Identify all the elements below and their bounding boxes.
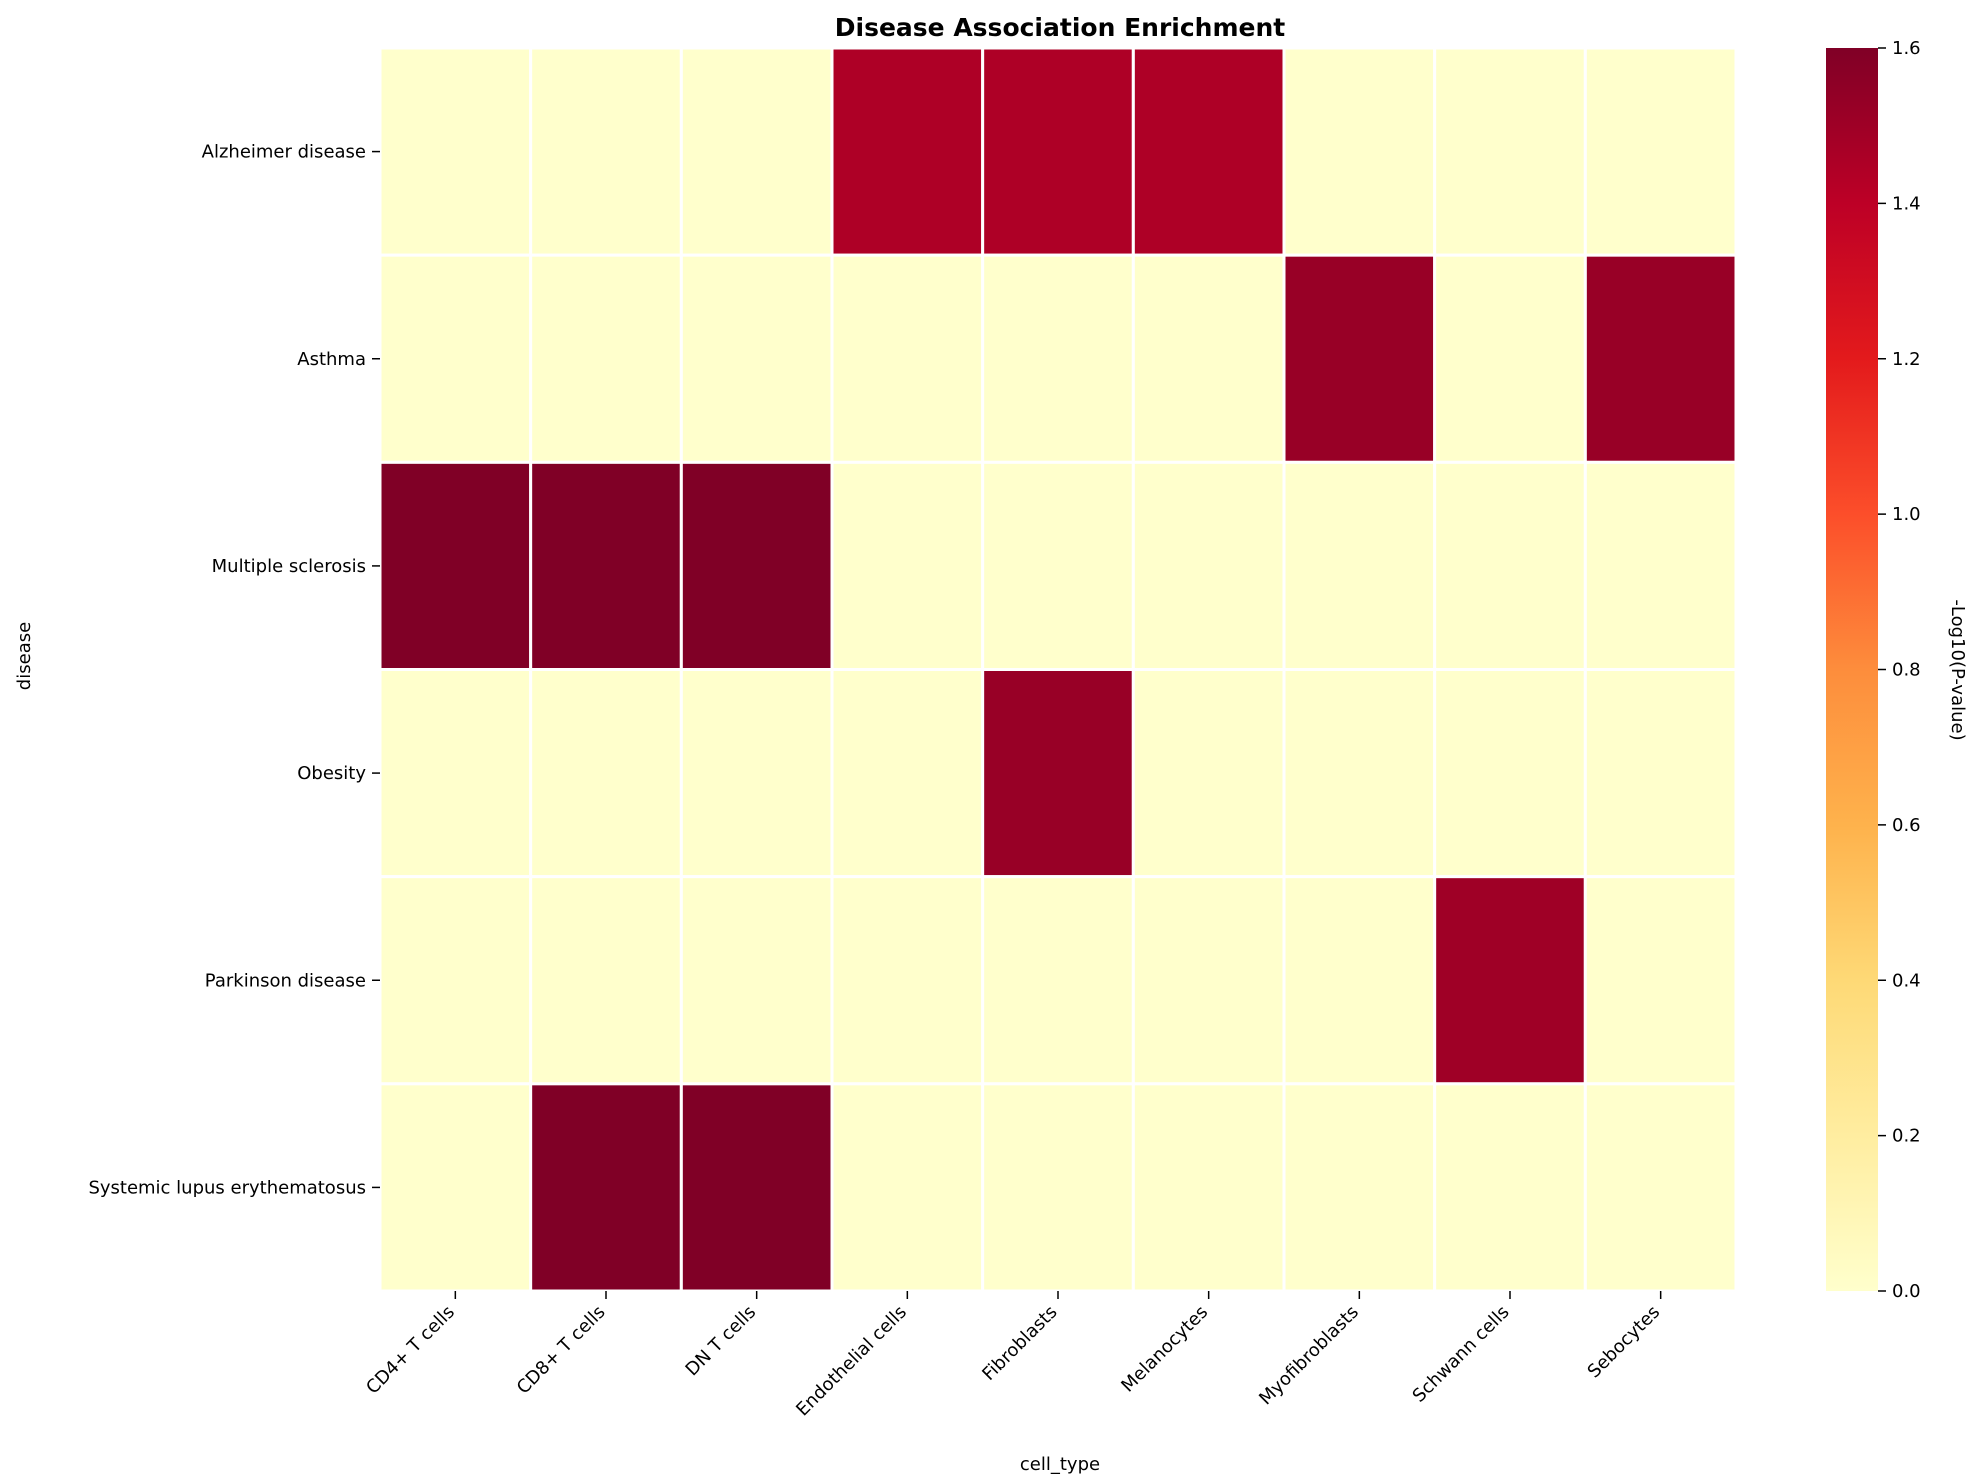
colorbar: 0.0 0.2 0.4 0.6 0.8 1.0 1.2 1.4 1.6 -Log10(P-val… xyxy=(1826,38,1968,1302)
colorbar-gradient xyxy=(1826,48,1878,1291)
heatmap-cell xyxy=(679,668,834,879)
x-tick-label: DN T cells xyxy=(682,1302,761,1381)
colorbar-tick-label: 1.2 xyxy=(1892,349,1921,370)
heatmap-cell xyxy=(529,668,683,879)
heatmap-cell xyxy=(679,253,834,464)
heatmap-cell xyxy=(1433,875,1587,1086)
heatmap-cell xyxy=(1433,668,1587,879)
heatmap-cell xyxy=(830,875,985,1086)
heatmap-cell xyxy=(1282,875,1437,1086)
heatmap-cell xyxy=(1131,46,1286,257)
heatmap-cell xyxy=(1433,460,1587,672)
heatmap-cell xyxy=(378,668,533,879)
y-axis: Alzheimer disease Asthma Multiple sclerosi… xyxy=(88,142,380,1198)
heatmap-cell xyxy=(529,46,683,257)
y-tick-label: Alzheimer disease xyxy=(202,142,366,163)
heatmap-cell xyxy=(378,253,533,464)
heatmap-cell xyxy=(1583,46,1738,257)
heatmap-cell xyxy=(1131,1082,1286,1293)
colorbar-tick-label: 0.6 xyxy=(1892,815,1921,836)
heatmap-cell xyxy=(1131,460,1286,672)
x-tick-label: Myofibroblasts xyxy=(1255,1302,1363,1410)
heatmap-cell xyxy=(981,1082,1135,1293)
heatmap-cell xyxy=(679,460,834,672)
heatmap-cell xyxy=(830,668,985,879)
y-tick-label: Parkinson disease xyxy=(205,970,366,991)
heatmap-cell xyxy=(529,253,683,464)
heatmap-cell xyxy=(1433,46,1587,257)
heatmap-cell xyxy=(1433,1082,1587,1293)
heatmap-cell xyxy=(1583,875,1738,1086)
heatmap-cell xyxy=(1583,668,1738,879)
y-tick-label: Asthma xyxy=(297,349,366,370)
y-tick-label: Obesity xyxy=(297,763,366,784)
y-tick-label: Multiple sclerosis xyxy=(212,556,366,577)
chart-title: Disease Association Enrichment xyxy=(835,13,1286,42)
heatmap-cell xyxy=(1131,875,1286,1086)
heatmap-cell xyxy=(529,875,683,1086)
x-tick-label: CD4+ T cells xyxy=(362,1302,459,1399)
colorbar-tick-label: 0.4 xyxy=(1892,970,1921,991)
heatmap-cell xyxy=(981,668,1135,879)
heatmap-cell xyxy=(1131,668,1286,879)
heatmap-cells xyxy=(378,46,1738,1293)
heatmap-cell xyxy=(378,46,533,257)
heatmap-cell xyxy=(1282,460,1437,672)
heatmap-cell xyxy=(378,1082,533,1293)
colorbar-tick-label: 1.4 xyxy=(1892,193,1921,214)
heatmap-cell xyxy=(1583,253,1738,464)
heatmap-cell xyxy=(830,46,985,257)
x-axis: CD4+ T cells CD8+ T cells DN T cells Endoth… xyxy=(362,1291,1664,1420)
heatmap-cell xyxy=(1583,460,1738,672)
x-axis-label: cell_type xyxy=(1020,1454,1100,1475)
heatmap-cell xyxy=(679,46,834,257)
heatmap-cell xyxy=(1433,253,1587,464)
heatmap-cell xyxy=(981,253,1135,464)
heatmap-cell xyxy=(378,460,533,672)
heatmap-cell xyxy=(1282,668,1437,879)
heatmap-cell xyxy=(830,460,985,672)
heatmap-cell xyxy=(1282,1082,1437,1293)
x-tick-label: Schwann cells xyxy=(1409,1302,1514,1407)
colorbar-label: -Log10(P-value) xyxy=(1947,599,1968,740)
heatmap-cell xyxy=(679,875,834,1086)
colorbar-ticks: 0.0 0.2 0.4 0.6 0.8 1.0 1.2 1.4 1.6 xyxy=(1878,38,1921,1302)
x-tick-label: Sebocytes xyxy=(1584,1302,1665,1383)
heatmap-cell xyxy=(1583,1082,1738,1293)
heatmap-cell xyxy=(529,460,683,672)
heatmap-cell xyxy=(529,1082,683,1293)
x-tick-label: CD8+ T cells xyxy=(513,1302,610,1399)
colorbar-tick-label: 1.6 xyxy=(1892,38,1921,59)
heatmap-cell xyxy=(830,253,985,464)
colorbar-tick-label: 0.8 xyxy=(1892,660,1921,681)
heatmap-cell xyxy=(981,460,1135,672)
y-tick-label: Systemic lupus erythematosus xyxy=(88,1177,366,1198)
heatmap-cell xyxy=(981,875,1135,1086)
x-tick-label: Endothelial cells xyxy=(792,1302,911,1421)
colorbar-tick-label: 0.0 xyxy=(1892,1281,1921,1302)
heatmap-cell xyxy=(830,1082,985,1293)
x-tick-label: Melanocytes xyxy=(1117,1302,1212,1397)
heatmap-cell xyxy=(378,875,533,1086)
heatmap-cell xyxy=(1282,46,1437,257)
heatmap-cell xyxy=(981,46,1135,257)
x-tick-label: Fibroblasts xyxy=(978,1302,1061,1385)
colorbar-tick-label: 0.2 xyxy=(1892,1126,1921,1147)
colorbar-tick-label: 1.0 xyxy=(1892,504,1921,525)
y-axis-label: disease xyxy=(14,622,35,690)
heatmap-cell xyxy=(679,1082,834,1293)
heatmap-cell xyxy=(1131,253,1286,464)
heatmap-cell xyxy=(1282,253,1437,464)
